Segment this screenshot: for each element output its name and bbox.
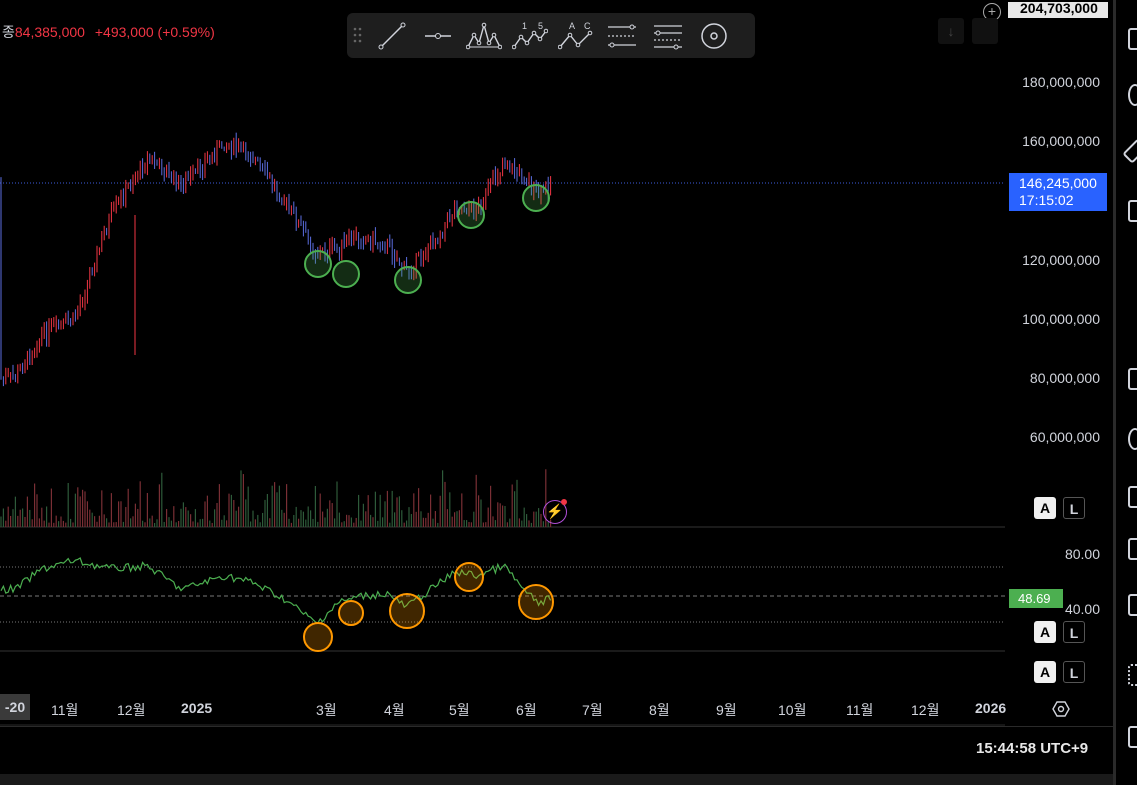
wave-label-five: 5 — [538, 21, 543, 31]
fib-extension-tool[interactable] — [649, 19, 687, 53]
pattern-icon — [466, 21, 502, 49]
time-axis-label: 8월 — [649, 702, 670, 718]
price-axis-label: 180,000,000 — [1022, 74, 1100, 90]
clock-timezone[interactable]: 15:44:58 UTC+9 — [976, 740, 1089, 757]
ohlc-change: +493,000 (+0.59%) — [94, 24, 215, 40]
price-axis-label: 60,000,000 — [1029, 429, 1100, 445]
time-axis-label: 10월 — [778, 702, 807, 718]
rsi-line — [0, 557, 552, 624]
time-axis-label: 6월 — [516, 702, 537, 718]
alert-dot — [561, 499, 567, 505]
time-axis-label: 2025 — [181, 700, 213, 716]
snapshot-icon[interactable] — [972, 18, 998, 44]
bar-countdown: 17:15:02 — [1019, 192, 1074, 208]
time-axis-label: 12월 — [911, 702, 940, 718]
log-scale-button[interactable]: L — [1063, 497, 1085, 519]
green-marker-circle — [332, 260, 360, 288]
time-axis-label: 2026 — [975, 700, 1007, 716]
time-axis-label: 11월 — [846, 702, 874, 718]
orange-marker-circle — [389, 593, 425, 629]
trend-line-icon — [378, 22, 406, 49]
top-price-label: 204,703,000 — [1008, 2, 1108, 18]
bottom-bar — [0, 726, 1113, 775]
time-axis-label: 12월 — [117, 702, 146, 718]
horizontal-line-tool[interactable] — [419, 19, 457, 53]
orange-marker-circle — [454, 562, 484, 592]
price-axis-label: 80,000,000 — [1029, 370, 1100, 386]
price-axis-label: 160,000,000 — [1022, 133, 1100, 149]
circle-target-icon — [701, 22, 727, 49]
ohlc-value: 84,385,000 — [14, 24, 85, 40]
screener-icon[interactable] — [1128, 594, 1137, 616]
pane3-auto-scale-button[interactable]: A — [1034, 661, 1056, 683]
time-axis-label: 4월 — [384, 702, 405, 718]
watchlist-icon[interactable] — [1128, 28, 1137, 50]
green-marker-circle — [457, 201, 485, 229]
rsi-current-value: 48.69 — [1009, 589, 1063, 608]
ohlc-legend: 종84,385,000 +493,000 (+0.59%) — [2, 22, 215, 42]
orange-marker-circle — [518, 584, 554, 620]
price-axis-label: 100,000,000 — [1022, 311, 1100, 327]
horizontal-line-icon — [425, 32, 451, 39]
rsi-auto-scale-button[interactable]: A — [1034, 621, 1056, 643]
fib-retracement-tool[interactable] — [603, 19, 641, 53]
drag-grip-icon[interactable] — [353, 25, 363, 47]
fib-extension-icon — [654, 24, 682, 49]
circle-target-tool[interactable] — [695, 19, 733, 53]
wave-label-one: 1 — [522, 21, 527, 31]
rsi-axis-upper: 80.00 — [1064, 546, 1100, 562]
time-axis-label: 11월 — [51, 702, 79, 718]
ohlc-label: 종 — [2, 24, 15, 40]
fib-levels-icon — [608, 24, 636, 47]
time-axis-label: 5월 — [449, 702, 470, 718]
apps-icon[interactable] — [1128, 664, 1137, 686]
current-price-value: 146,245,000 — [1019, 175, 1097, 191]
auto-scale-button[interactable]: A — [1034, 497, 1056, 519]
time-axis-label: 7월 — [582, 702, 603, 718]
ideas-icon[interactable] — [1128, 538, 1137, 560]
wave-label-a: A — [569, 21, 575, 31]
wave-label-c: C — [584, 21, 591, 31]
notifications-icon[interactable] — [1128, 726, 1137, 748]
right-sidebar — [1113, 0, 1137, 785]
chart-canvas[interactable] — [0, 0, 1005, 730]
time-axis-label: 9월 — [716, 702, 737, 718]
chat-icon[interactable] — [1128, 200, 1137, 222]
green-marker-circle — [304, 250, 332, 278]
download-icon[interactable]: ↓ — [938, 18, 964, 44]
alerts-icon[interactable] — [1128, 84, 1137, 106]
time-axis-settings-icon[interactable] — [1052, 700, 1070, 718]
news-icon[interactable] — [1128, 368, 1137, 390]
rsi-axis-lower: 40.00 — [1064, 601, 1100, 617]
time-axis-first-label: -20 — [0, 694, 30, 720]
current-price-marker: 146,245,000 17:15:02 — [1009, 173, 1107, 211]
pane3-log-scale-button[interactable]: L — [1063, 661, 1085, 683]
price-axis-label: 120,000,000 — [1022, 252, 1100, 268]
calendar-icon[interactable] — [1128, 486, 1137, 508]
orange-marker-circle — [303, 622, 333, 652]
time-axis-label: 3월 — [316, 702, 337, 718]
trend-line-tool[interactable] — [373, 19, 411, 53]
bottom-edge — [0, 774, 1113, 785]
green-marker-circle — [394, 266, 422, 294]
hotlist-icon[interactable] — [1128, 428, 1137, 450]
rsi-log-scale-button[interactable]: L — [1063, 621, 1085, 643]
pattern-tool[interactable] — [465, 19, 503, 53]
alert-bolt-icon[interactable]: ⚡ — [543, 500, 567, 524]
green-marker-circle — [522, 184, 550, 212]
orange-marker-circle — [338, 600, 364, 626]
